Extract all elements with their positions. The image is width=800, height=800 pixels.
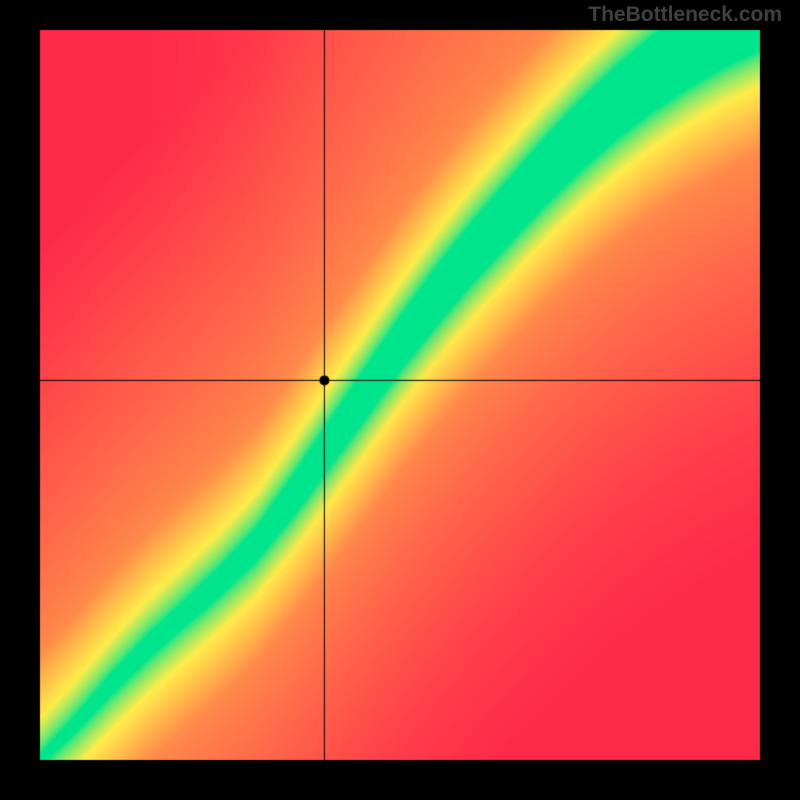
watermark-text: TheBottleneck.com [588,3,782,27]
bottleneck-heatmap [0,0,800,800]
